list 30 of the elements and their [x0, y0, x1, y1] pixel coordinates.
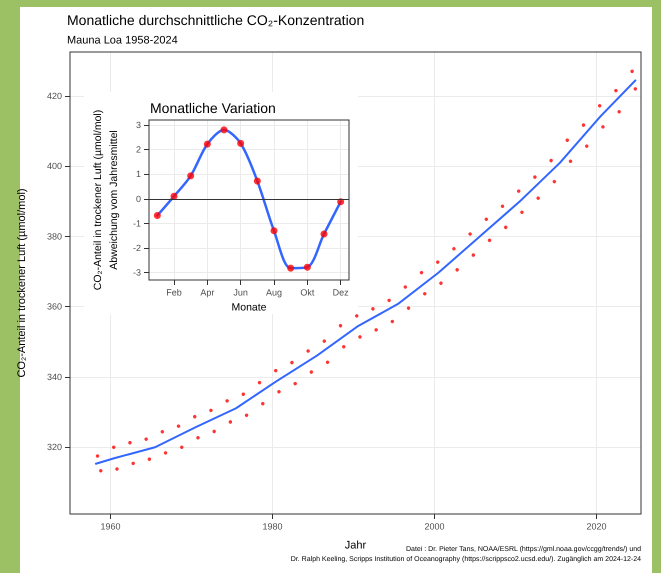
y-tick-label: 1	[136, 169, 141, 180]
x-tick-label: Dez	[332, 288, 350, 298]
x-tick-label: Feb	[166, 288, 182, 298]
y-tick-label: 320	[46, 442, 62, 452]
y-tick-label: 2	[136, 144, 141, 155]
chart-subtitle: Mauna Loa 1958-2024	[67, 34, 178, 46]
y-tick-label: -1	[132, 218, 141, 228]
y-tick-label: 0	[136, 194, 141, 204]
x-tick-label: 1960	[100, 522, 121, 532]
y-axis-title: CO₂-Anteil in trockener Luft (µmol/mol) Abweichung vom Jahresmittel	[92, 110, 120, 290]
y-axis-title: CO₂-Anteil in trockener Luft (µmol/mol)	[16, 188, 28, 378]
y-tick-label: -2	[132, 243, 141, 253]
y-tick-label: -3	[132, 268, 141, 278]
x-axis-title: Monate	[231, 301, 267, 314]
y-tick-label: 420	[46, 90, 62, 101]
chart-title: Monatliche durchschnittliche CO₂-Konzentration	[67, 12, 364, 28]
x-tick-label: Apr	[200, 288, 214, 298]
y-tick-label: 380	[46, 231, 62, 242]
chart-title: Monatliche Variation	[150, 100, 276, 116]
x-tick-label: Jun	[233, 288, 248, 298]
y-tick-label: 360	[46, 302, 62, 312]
y-tick-label: 340	[46, 372, 62, 382]
x-tick-label: 2000	[424, 522, 444, 532]
y-tick-label: 400	[46, 161, 62, 172]
x-tick-label: Okt	[300, 288, 315, 298]
x-tick-label: 2020	[586, 522, 606, 532]
x-tick-label: Aug	[266, 288, 282, 298]
x-tick-label: 1980	[262, 522, 282, 532]
x-axis-title: Jahr	[344, 540, 367, 552]
y-tick-label: 3	[136, 120, 141, 130]
